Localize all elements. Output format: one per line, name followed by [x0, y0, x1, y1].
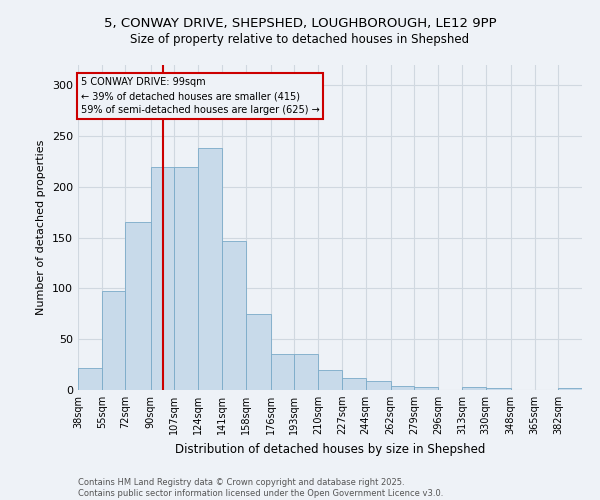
Text: 5 CONWAY DRIVE: 99sqm
← 39% of detached houses are smaller (415)
59% of semi-det: 5 CONWAY DRIVE: 99sqm ← 39% of detached … [81, 77, 320, 115]
Text: Size of property relative to detached houses in Shepshed: Size of property relative to detached ho… [130, 32, 470, 46]
Y-axis label: Number of detached properties: Number of detached properties [37, 140, 46, 315]
Text: 5, CONWAY DRIVE, SHEPSHED, LOUGHBOROUGH, LE12 9PP: 5, CONWAY DRIVE, SHEPSHED, LOUGHBOROUGH,… [104, 18, 496, 30]
Bar [365, 381, 391, 390]
Bar [558, 388, 582, 390]
X-axis label: Distribution of detached houses by size in Shepshed: Distribution of detached houses by size … [175, 442, 485, 456]
Bar [198, 148, 222, 390]
Bar [245, 314, 271, 390]
Bar [271, 354, 295, 390]
Bar [391, 386, 415, 390]
Text: Contains HM Land Registry data © Crown copyright and database right 2025.
Contai: Contains HM Land Registry data © Crown c… [78, 478, 443, 498]
Bar [295, 354, 318, 390]
Bar [318, 370, 342, 390]
Bar [415, 387, 438, 390]
Bar [102, 292, 125, 390]
Bar [342, 378, 365, 390]
Bar [78, 368, 102, 390]
Bar [485, 388, 511, 390]
Bar [125, 222, 151, 390]
Bar [175, 166, 198, 390]
Bar [151, 166, 175, 390]
Bar [462, 387, 485, 390]
Bar [222, 240, 245, 390]
